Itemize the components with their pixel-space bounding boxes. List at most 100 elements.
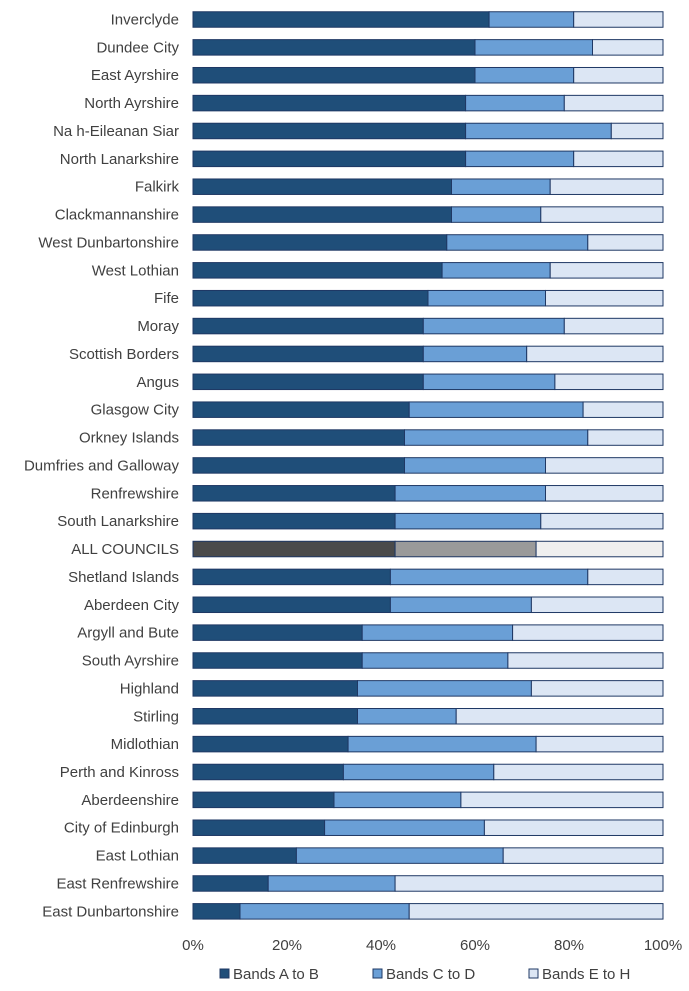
bar-segment-bands-e-to-h — [587, 568, 664, 586]
bar-segment-bands-e-to-h — [540, 512, 664, 530]
category-label: West Dunbartonshire — [38, 234, 179, 251]
category-label: East Lothian — [96, 848, 179, 865]
bar-segment-bands-c-to-d — [408, 401, 584, 418]
bar-segment-bands-c-to-d — [361, 624, 514, 641]
bar-segment-bands-c-to-d — [474, 66, 575, 84]
x-tick-label: 60% — [460, 937, 490, 954]
bar-row-scottish-borders — [192, 345, 664, 363]
category-label: Perth and Kinross — [60, 764, 179, 781]
x-tick-label: 100% — [644, 937, 682, 954]
bar-row-perth-and-kinross — [192, 763, 664, 781]
category-label: Falkirk — [135, 179, 180, 196]
bar-segment-bands-a-to-b — [192, 903, 241, 920]
bars-layer — [192, 11, 664, 920]
bar-segment-bands-a-to-b — [192, 457, 405, 474]
category-label: Aberdeen City — [84, 597, 180, 614]
bar-segment-bands-c-to-d — [441, 262, 551, 279]
bar-segment-bands-c-to-d — [394, 485, 546, 502]
category-label: North Lanarkshire — [60, 151, 179, 168]
bar-segment-bands-c-to-d — [357, 708, 457, 725]
bar-segment-bands-e-to-h — [563, 94, 664, 112]
bar-segment-bands-c-to-d — [389, 596, 532, 614]
category-label: East Ayrshire — [91, 67, 179, 84]
bar-segment-bands-c-to-d — [446, 234, 589, 251]
bar-segment-bands-a-to-b — [192, 791, 335, 809]
category-label: Shetland Islands — [68, 569, 179, 586]
bar-segment-bands-a-to-b — [192, 485, 396, 502]
bar-segment-bands-c-to-d — [451, 178, 551, 195]
category-label: Na h-Eileanan Siar — [53, 123, 179, 140]
category-label: ALL COUNCILS — [71, 541, 179, 558]
bar-row-south-ayrshire — [192, 652, 664, 669]
bar-row-south-lanarkshire — [192, 512, 664, 530]
bar-segment-bands-c-to-d — [474, 39, 593, 56]
bar-segment-bands-e-to-h — [554, 373, 664, 391]
category-label: East Renfrewshire — [56, 875, 179, 892]
bar-segment-bands-c-to-d — [427, 289, 546, 307]
bar-segment-bands-c-to-d — [404, 429, 589, 446]
bar-segment-bands-c-to-d — [357, 680, 532, 697]
category-label: Dumfries and Galloway — [24, 457, 180, 474]
bar-segment-bands-e-to-h — [592, 39, 664, 56]
bar-segment-bands-a-to-b — [192, 512, 396, 530]
x-axis: 0% 20% 40% 60% 80% 100% — [182, 937, 682, 954]
category-label: Orkney Islands — [79, 430, 179, 447]
bar-segment-bands-e-to-h — [483, 819, 664, 836]
bar-segment-bands-a-to-b — [192, 11, 490, 28]
bar-segment-bands-c-to-d — [394, 512, 542, 530]
bar-segment-bands-e-to-h — [545, 457, 664, 474]
bar-segment-bands-c-to-d — [394, 540, 537, 558]
bar-row-aberdeen-city — [192, 596, 664, 614]
category-label: East Dunbartonshire — [42, 903, 179, 920]
bar-row-east-lothian — [192, 847, 664, 864]
bar-segment-bands-c-to-d — [324, 819, 485, 836]
bar-row-shetland-islands — [192, 568, 664, 586]
bar-segment-bands-a-to-b — [192, 178, 452, 195]
bar-segment-bands-c-to-d — [267, 875, 396, 892]
bar-segment-bands-a-to-b — [192, 66, 476, 84]
bar-row-clackmannanshire — [192, 206, 664, 223]
bar-segment-bands-e-to-h — [526, 345, 664, 363]
bar-segment-bands-a-to-b — [192, 596, 391, 614]
bar-row-city-of-edinburgh — [192, 819, 664, 836]
category-label: Dundee City — [96, 39, 179, 56]
bar-row-east-dunbartonshire — [192, 903, 664, 920]
bar-row-all-councils — [192, 540, 664, 558]
category-label: Aberdeenshire — [81, 792, 179, 809]
bar-row-angus — [192, 373, 664, 391]
bar-segment-bands-e-to-h — [535, 735, 664, 753]
bar-row-east-renfrewshire — [192, 875, 664, 892]
category-labels: Inverclyde Dundee City East Ayrshire North … — [24, 12, 180, 921]
category-label: Inverclyde — [111, 12, 179, 29]
bar-row-dumfries-and-galloway — [192, 457, 664, 474]
x-tick-label: 80% — [554, 937, 584, 954]
bar-segment-bands-e-to-h — [563, 317, 664, 335]
bar-segment-bands-e-to-h — [502, 847, 664, 864]
bar-segment-bands-e-to-h — [582, 401, 664, 418]
bar-row-renfrewshire — [192, 485, 664, 502]
bar-segment-bands-c-to-d — [422, 317, 565, 335]
bar-segment-bands-e-to-h — [573, 11, 664, 28]
category-label: North Ayrshire — [84, 95, 179, 112]
bar-segment-bands-c-to-d — [488, 11, 575, 28]
bar-segment-bands-a-to-b — [192, 763, 344, 781]
bar-segment-bands-a-to-b — [192, 568, 391, 586]
bar-segment-bands-e-to-h — [587, 429, 664, 446]
category-label: Stirling — [133, 708, 179, 725]
legend-swatch — [372, 968, 383, 979]
bar-row-north-lanarkshire — [192, 150, 664, 168]
bar-row-na-h-eileanan-siar — [192, 122, 664, 140]
bar-segment-bands-a-to-b — [192, 317, 424, 335]
bar-row-inverclyde — [192, 11, 664, 28]
bar-segment-bands-a-to-b — [192, 122, 467, 140]
bar-segment-bands-a-to-b — [192, 429, 405, 446]
category-label: Angus — [136, 374, 179, 391]
category-label: Clackmannanshire — [55, 207, 179, 224]
bar-segment-bands-c-to-d — [422, 345, 528, 363]
category-label: Renfrewshire — [91, 485, 179, 502]
bar-row-west-lothian — [192, 262, 664, 279]
legend-label: Bands C to D — [386, 966, 475, 983]
bar-row-stirling — [192, 708, 664, 725]
bar-segment-bands-e-to-h — [493, 763, 664, 781]
